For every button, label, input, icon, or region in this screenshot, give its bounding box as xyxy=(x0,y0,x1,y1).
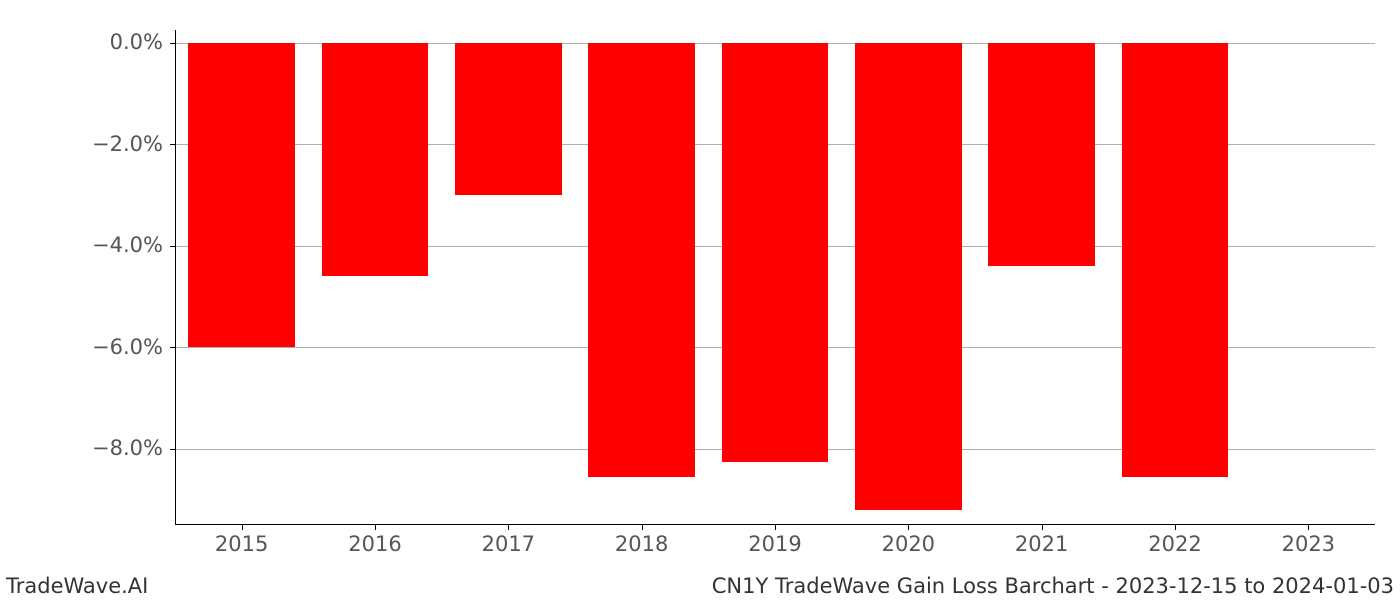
x-tick-label: 2016 xyxy=(315,532,435,556)
x-tick-label: 2023 xyxy=(1248,532,1368,556)
x-tick-mark xyxy=(1042,525,1043,530)
bar xyxy=(855,43,962,510)
x-tick-label: 2018 xyxy=(582,532,702,556)
x-tick-label: 2015 xyxy=(182,532,302,556)
x-tick-label: 2017 xyxy=(448,532,568,556)
bar xyxy=(322,43,429,277)
y-axis-line xyxy=(175,30,176,525)
x-tick-mark xyxy=(1308,525,1309,530)
plot-area xyxy=(175,30,1375,525)
x-tick-mark xyxy=(775,525,776,530)
y-tick-mark xyxy=(170,246,175,247)
bar xyxy=(188,43,295,348)
y-tick-label: −4.0% xyxy=(0,233,163,257)
x-tick-label: 2022 xyxy=(1115,532,1235,556)
x-tick-mark xyxy=(508,525,509,530)
y-tick-label: −6.0% xyxy=(0,335,163,359)
x-tick-mark xyxy=(242,525,243,530)
y-tick-label: −8.0% xyxy=(0,436,163,460)
y-tick-mark xyxy=(170,144,175,145)
y-tick-mark xyxy=(170,449,175,450)
bar xyxy=(1122,43,1229,477)
x-tick-mark xyxy=(1175,525,1176,530)
y-tick-mark xyxy=(170,43,175,44)
bar xyxy=(722,43,829,462)
bar xyxy=(588,43,695,477)
caption-right: CN1Y TradeWave Gain Loss Barchart - 2023… xyxy=(712,574,1394,598)
watermark-left: TradeWave.AI xyxy=(6,574,148,598)
x-tick-mark xyxy=(375,525,376,530)
x-tick-label: 2019 xyxy=(715,532,835,556)
y-tick-label: 0.0% xyxy=(0,30,163,54)
y-tick-mark xyxy=(170,347,175,348)
chart-frame: TradeWave.AI CN1Y TradeWave Gain Loss Ba… xyxy=(0,0,1400,600)
bar xyxy=(455,43,562,195)
x-tick-mark xyxy=(908,525,909,530)
bar xyxy=(988,43,1095,266)
y-tick-label: −2.0% xyxy=(0,132,163,156)
x-tick-label: 2021 xyxy=(982,532,1102,556)
x-tick-label: 2020 xyxy=(848,532,968,556)
x-tick-mark xyxy=(642,525,643,530)
